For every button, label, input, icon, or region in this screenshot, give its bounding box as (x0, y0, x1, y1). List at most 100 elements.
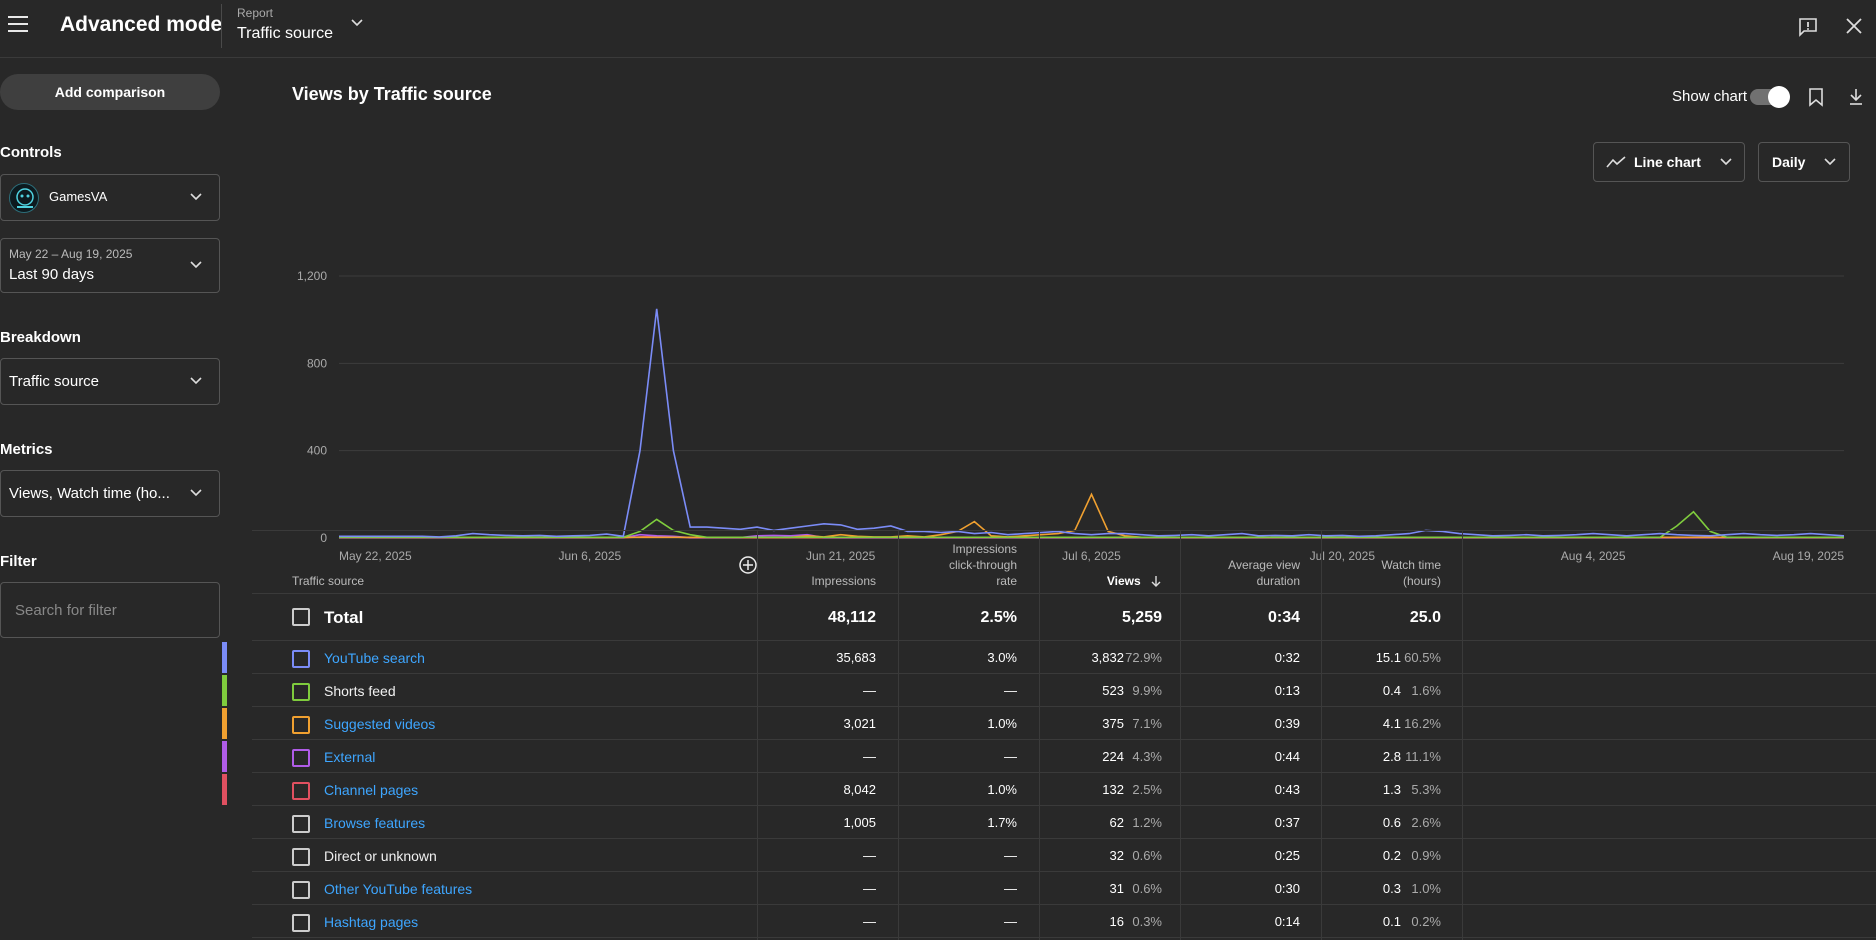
chevron-down-icon (351, 19, 363, 27)
date-range: May 22 – Aug 19, 2025 (9, 247, 133, 261)
close-icon[interactable] (1845, 17, 1863, 35)
ctr-value: — (1004, 749, 1017, 764)
row-checkbox[interactable] (292, 782, 310, 800)
add-comparison-button[interactable]: Add comparison (0, 74, 220, 110)
views-percent: 0.6% (1132, 848, 1162, 863)
series-color-bar (222, 741, 227, 772)
header-impressions[interactable]: Impressions (811, 574, 876, 588)
x-tick-label: May 22, 2025 (339, 549, 412, 563)
table-row[interactable]: Suggested videos 3,021 1.0% 375 7.1% 0:39 4.1 1… (222, 707, 1876, 740)
download-icon[interactable] (1847, 87, 1865, 107)
x-tick-label: Jun 21, 2025 (806, 549, 876, 563)
breakdown-value: Traffic source (9, 373, 100, 390)
avd-value: 0:14 (1274, 914, 1300, 929)
avd-value: 0:44 (1274, 749, 1300, 764)
views-percent: 4.3% (1132, 749, 1162, 764)
report-value: Traffic source (237, 25, 334, 42)
total-impressions: 48,112 (827, 609, 876, 626)
traffic-source-name: Direct or unknown (324, 848, 437, 864)
metrics-select[interactable]: Views, Watch time (ho... (0, 470, 220, 517)
series-line (339, 308, 1845, 538)
views-value: 523 (1102, 683, 1124, 698)
metrics-label: Metrics (0, 441, 53, 458)
impressions-value: 3,021 (843, 716, 876, 731)
header-ctr[interactable]: Impressions click-through rate (949, 541, 1017, 589)
line-chart: 1,200 800 400 0 May 22, 2025 Jun 6, 2025 Jun 2… (297, 269, 1845, 563)
row-checkbox[interactable] (292, 881, 310, 899)
traffic-source-name[interactable]: Suggested videos (324, 716, 436, 732)
header-wt-line2: (hours) (1402, 574, 1441, 588)
interval-select[interactable]: Daily (1758, 142, 1850, 182)
total-views: 5,259 (1121, 609, 1162, 626)
show-chart-toggle[interactable] (1750, 86, 1790, 108)
header-ctr-line2: click-through (948, 558, 1017, 572)
traffic-source-name[interactable]: Hashtag pages (324, 914, 419, 930)
header-views[interactable]: Views (1107, 573, 1162, 589)
series-color-bar (222, 642, 227, 673)
chevron-down-icon (1824, 158, 1836, 166)
header-watch-time[interactable]: Watch time (hours) (1381, 557, 1441, 589)
x-tick-label: Jul 6, 2025 (1062, 549, 1121, 563)
date-range-select[interactable]: May 22 – Aug 19, 2025 Last 90 days (0, 238, 220, 293)
x-tick-label: Jun 6, 2025 (558, 549, 621, 563)
header-avg-view-duration[interactable]: Average view duration (1228, 557, 1300, 589)
row-checkbox[interactable] (292, 815, 310, 833)
traffic-source-name: Shorts feed (324, 683, 396, 699)
table-row[interactable]: YouTube search 35,683 3.0% 3,832 72.9% 0:32 15… (222, 641, 1876, 674)
watch-time-value: 0.1 (1382, 914, 1401, 929)
watch-time-value: 0.2 (1382, 848, 1401, 863)
traffic-source-name[interactable]: Other YouTube features (324, 881, 473, 897)
table-row[interactable]: Channel pages 8,042 1.0% 132 2.5% 0:43 1.3 5.3% (222, 773, 1876, 806)
controls-label: Controls (0, 144, 62, 161)
row-checkbox[interactable] (292, 683, 310, 701)
table-row[interactable]: Shorts feed — — 523 9.9% 0:13 0.4 1.6% (222, 674, 1876, 707)
channel-avatar (9, 183, 39, 213)
hamburger-menu-icon[interactable] (8, 16, 28, 34)
table-row[interactable]: Hashtag pages — — 16 0.3% 0:14 0.1 0.2% (252, 905, 1876, 938)
chevron-down-icon (190, 488, 202, 496)
table-row[interactable]: Other YouTube features — — 31 0.6% 0:30 0.3 1.0… (252, 872, 1876, 905)
add-column-icon[interactable] (738, 555, 758, 575)
filter-search-input[interactable] (0, 582, 220, 638)
sort-arrow-down-icon (1151, 576, 1161, 587)
chart-type-select[interactable]: Line chart (1593, 142, 1745, 182)
row-checkbox[interactable] (292, 608, 310, 626)
total-label: Total (324, 608, 364, 627)
column-divider (1321, 530, 1322, 940)
y-tick-label: 800 (307, 356, 327, 370)
traffic-source-name[interactable]: Channel pages (324, 782, 419, 798)
series-color-bar (222, 708, 227, 739)
row-checkbox[interactable] (292, 716, 310, 734)
ctr-value: — (1004, 881, 1017, 896)
watch-time-percent: 16.2% (1404, 716, 1441, 731)
avd-value: 0:39 (1274, 716, 1300, 731)
table-row[interactable]: Browse features 1,005 1.7% 62 1.2% 0:37 0.6 2.6… (252, 806, 1876, 839)
impressions-value: 1,005 (843, 815, 876, 830)
row-checkbox[interactable] (292, 650, 310, 668)
row-checkbox[interactable] (292, 749, 310, 767)
table-row[interactable]: Direct or unknown — — 32 0.6% 0:25 0.2 0.9% (252, 839, 1876, 872)
views-percent: 7.1% (1132, 716, 1162, 731)
table-row[interactable]: External — — 224 4.3% 0:44 2.8 11.1% (222, 740, 1876, 773)
watch-time-value: 1.3 (1382, 782, 1401, 797)
row-checkbox[interactable] (292, 914, 310, 932)
y-tick-label: 0 (320, 531, 327, 545)
impressions-value: — (863, 914, 876, 929)
views-percent: 2.5% (1132, 782, 1162, 797)
feedback-icon[interactable] (1798, 17, 1818, 37)
header-avd-line2: duration (1256, 574, 1300, 588)
traffic-source-name[interactable]: External (324, 749, 376, 765)
report-select[interactable]: Report Traffic source (237, 4, 377, 48)
header-wt-line1: Watch time (1381, 558, 1441, 572)
watch-time-value: 0.3 (1382, 881, 1401, 896)
channel-select[interactable]: GamesVA (0, 174, 220, 221)
bookmark-icon[interactable] (1807, 87, 1825, 107)
top-bar: Advanced mode Report Traffic source (0, 0, 1876, 58)
header-ctr-line1: Impressions (952, 542, 1017, 556)
traffic-source-name[interactable]: YouTube search (324, 650, 425, 666)
watch-time-value: 2.8 (1382, 749, 1401, 764)
traffic-source-name[interactable]: Browse features (324, 815, 426, 831)
row-checkbox[interactable] (292, 848, 310, 866)
views-value: 62 (1109, 815, 1124, 830)
breakdown-select[interactable]: Traffic source (0, 358, 220, 405)
